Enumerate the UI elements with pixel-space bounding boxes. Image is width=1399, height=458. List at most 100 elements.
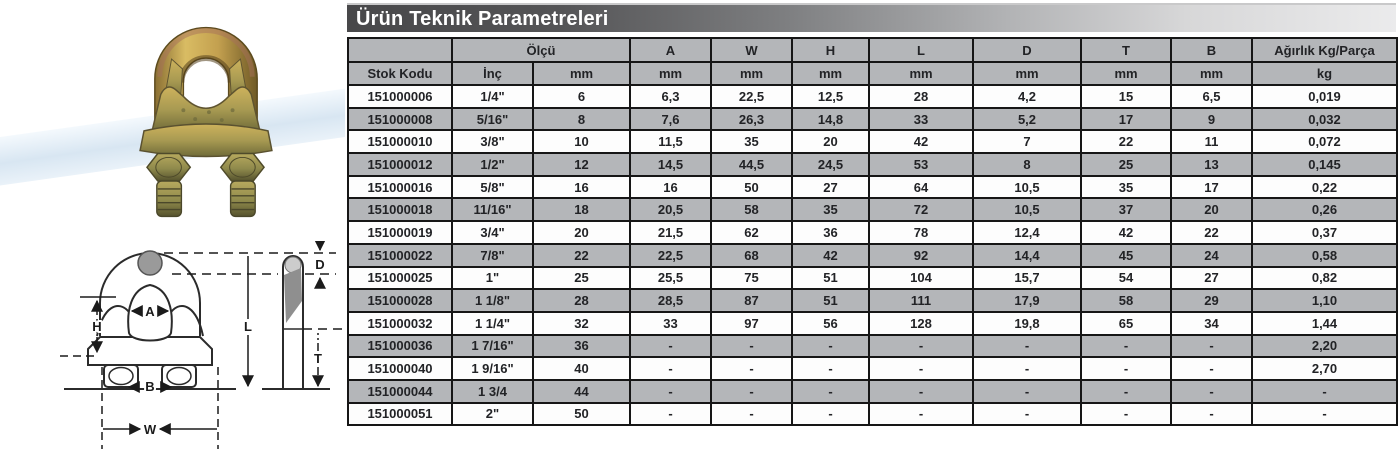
table-cell: - (710, 356, 793, 381)
table-cell: 0,019 (1251, 84, 1398, 109)
table-cell: 16 (629, 174, 712, 200)
header-dim-l: L (868, 37, 974, 63)
table-cell: 11,5 (629, 129, 712, 155)
table-cell: 1 7/16" (451, 333, 534, 359)
header-empty (347, 37, 453, 63)
table-cell: 14,8 (791, 106, 870, 132)
table-cell: 34 (1170, 310, 1253, 336)
table-cell: 35 (1080, 174, 1172, 200)
table-cell: 62 (710, 220, 793, 245)
table-cell: 2,20 (1251, 333, 1398, 359)
header-stok-kodu: Stok Kodu (347, 61, 453, 86)
table-cell: - (710, 333, 793, 359)
table-cell: 58 (710, 197, 793, 223)
table-cell: 36 (532, 333, 631, 359)
table-cell: - (629, 401, 712, 427)
table-cell: 42 (868, 129, 974, 155)
table-cell: 3/4" (451, 220, 534, 245)
table-cell: - (791, 401, 870, 427)
dim-label-d: D (315, 257, 324, 272)
table-cell: 17,9 (972, 288, 1082, 313)
table-cell: 13 (1170, 152, 1253, 177)
table-cell: 151000044 (347, 378, 453, 404)
table-cell: - (1251, 401, 1398, 427)
table-cell: 50 (710, 174, 793, 200)
header-olcu: Ölçü (451, 37, 631, 63)
table-cell: 1,10 (1251, 288, 1398, 313)
table-cell: 33 (868, 106, 974, 132)
table-cell: 10 (532, 129, 631, 155)
table-cell: 65 (1080, 310, 1172, 336)
table-row: 151000010 3/8" 10 11,5 35 20 42 7 22 11 0,072 (347, 129, 1398, 155)
table-cell: 22,5 (629, 242, 712, 268)
table-cell: 9 (1170, 106, 1253, 132)
table-cell: 1 1/8" (451, 288, 534, 313)
table-cell: - (868, 401, 974, 427)
table-row: 151000044 1 3/4 44- - - - - - - - (347, 378, 1398, 404)
table-cell: 19,8 (972, 310, 1082, 336)
right-panel: Ürün Teknik Parametreleri Ölçü A W H L D… (345, 0, 1399, 458)
table-row: 151000025 1" 25 25,5 75 51 104 15,7 54 27 0,82 (347, 265, 1398, 291)
table-cell: 42 (791, 242, 870, 268)
table-cell: - (710, 401, 793, 427)
table-cell: 87 (710, 288, 793, 313)
table-cell: 151000032 (347, 310, 453, 336)
table-cell: - (972, 401, 1082, 427)
table-cell: 22,5 (710, 84, 793, 109)
table-cell: 24 (1170, 242, 1253, 268)
table-cell: 12,4 (972, 220, 1082, 245)
table-cell: 8 (532, 106, 631, 132)
table-cell: - (629, 356, 712, 381)
table-cell: 35 (710, 129, 793, 155)
table-cell: 151000040 (347, 356, 453, 381)
table-cell: 151000036 (347, 333, 453, 359)
header-dim-t: T (1080, 37, 1172, 63)
table-cell: 42 (1080, 220, 1172, 245)
technical-drawing: A H L D T B W (60, 241, 345, 449)
header-dim-w: W (710, 37, 793, 63)
table-cell: 32 (532, 310, 631, 336)
table-cell: - (868, 378, 974, 404)
page-title: Ürün Teknik Parametreleri (347, 3, 1396, 32)
table-row: 151000012 1/2" 12 14,5 44,5 24,5 53 8 25 13 0,145 (347, 152, 1398, 177)
header-dim-a: A (629, 37, 712, 63)
header-agirlik: Ağırlık Kg/Parça (1251, 37, 1398, 63)
table-cell: 97 (710, 310, 793, 336)
table-cell: 6,3 (629, 84, 712, 109)
table-cell: 4,2 (972, 84, 1082, 109)
header-unit-mm: mm (1170, 61, 1253, 86)
table-row: 151000019 3/4" 20 21,5 62 36 78 12,4 42 22 0,37 (347, 220, 1398, 245)
table-cell: 8 (972, 152, 1082, 177)
table-cell: 64 (868, 174, 974, 200)
table-row: 151000022 7/8" 22 22,5 68 42 92 14,4 45 24 0,58 (347, 242, 1398, 268)
table-cell: 17 (1170, 174, 1253, 200)
table-cell: 6 (532, 84, 631, 109)
dim-label-l: L (244, 319, 252, 334)
table-cell: 151000008 (347, 106, 453, 132)
product-photo (139, 26, 273, 218)
table-cell: 1,44 (1251, 310, 1398, 336)
table-cell: 40 (532, 356, 631, 381)
table-cell: 16 (532, 174, 631, 200)
table-cell: 128 (868, 310, 974, 336)
table-cell: 0,58 (1251, 242, 1398, 268)
table-cell: 151000022 (347, 242, 453, 268)
table-cell: 2" (451, 401, 534, 427)
header-dim-d: D (972, 37, 1082, 63)
table-row: 151000032 1 1/4" 32 33 97 56 128 19,8 65 34 1,44 (347, 310, 1398, 336)
table-cell: - (710, 378, 793, 404)
table-cell: 10,5 (972, 174, 1082, 200)
table-cell: - (1170, 401, 1253, 427)
table-cell: - (791, 378, 870, 404)
table-cell: 78 (868, 220, 974, 245)
table-cell: - (1170, 333, 1253, 359)
table-cell: 56 (791, 310, 870, 336)
table-cell: 25 (1080, 152, 1172, 177)
table-cell: - (629, 333, 712, 359)
table-cell: 1/2" (451, 152, 534, 177)
table-cell: 51 (791, 265, 870, 291)
table-cell: 72 (868, 197, 974, 223)
table-cell: 104 (868, 265, 974, 291)
table-cell: 27 (791, 174, 870, 200)
